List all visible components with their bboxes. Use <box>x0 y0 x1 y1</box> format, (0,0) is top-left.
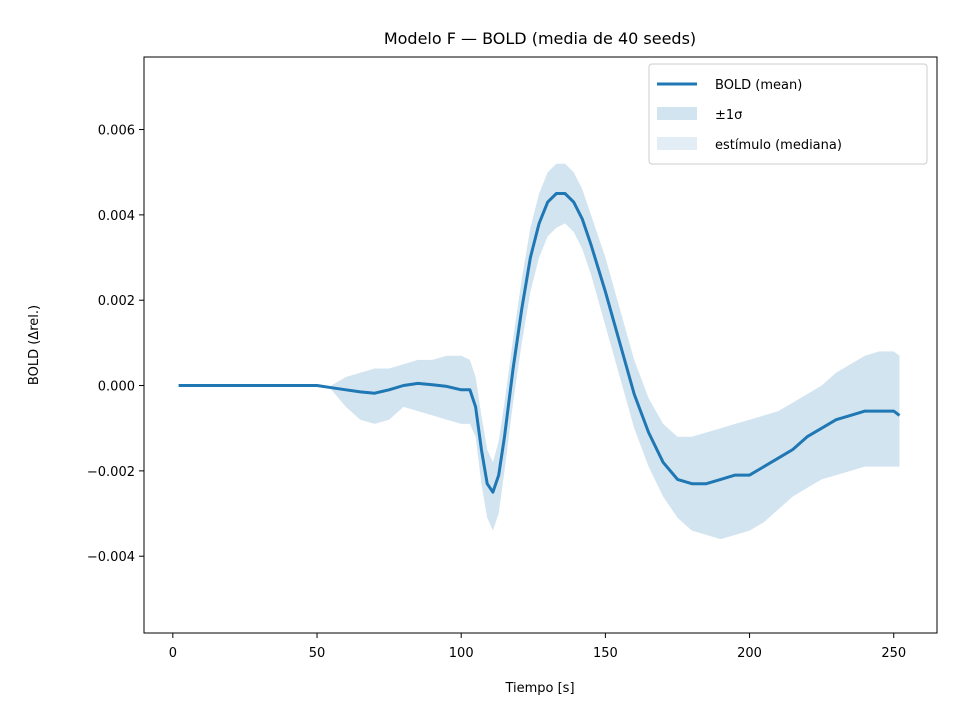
axes-frame <box>143 56 938 634</box>
y-tick-label: 0.002 <box>98 294 135 309</box>
sigma-band <box>331 163 900 540</box>
x-tick-label: 0 <box>169 646 177 661</box>
legend: BOLD (mean) ±1σ estímulo (mediana) <box>648 63 928 165</box>
chart-title: Modelo F — BOLD (media de 40 seeds) <box>384 29 696 48</box>
y-axis-label: BOLD (Δrel.) <box>27 305 42 385</box>
y-tick-label: 0.006 <box>98 124 135 139</box>
x-tick-label: 100 <box>449 646 474 661</box>
legend-swatch-sigma <box>657 107 697 120</box>
legend-label-mean: BOLD (mean) <box>715 78 802 93</box>
x-tick-label: 200 <box>737 646 762 661</box>
legend-label-sigma: ±1σ <box>715 108 742 123</box>
x-tick-label: 150 <box>593 646 618 661</box>
legend-swatch-stimulus <box>657 137 697 150</box>
x-tick-label: 250 <box>881 646 906 661</box>
x-axis-ticks: 0 50 100 150 200 250 <box>169 633 906 661</box>
legend-box <box>648 63 928 165</box>
x-tick-label: 50 <box>309 646 326 661</box>
mean-line <box>178 192 901 494</box>
plot-area <box>178 163 901 540</box>
y-tick-label: 0.000 <box>98 380 135 395</box>
sigma-band-layer <box>331 163 900 540</box>
y-axis-ticks: −0.004 −0.002 0.000 0.002 0.004 0.006 <box>87 124 144 565</box>
y-tick-label: 0.004 <box>98 209 135 224</box>
y-tick-label: −0.004 <box>87 550 135 565</box>
legend-label-stimulus: estímulo (mediana) <box>715 138 842 153</box>
x-axis-label: Tiempo [s] <box>504 681 574 696</box>
mean-line-layer <box>178 192 901 494</box>
y-tick-label: −0.002 <box>87 465 135 480</box>
